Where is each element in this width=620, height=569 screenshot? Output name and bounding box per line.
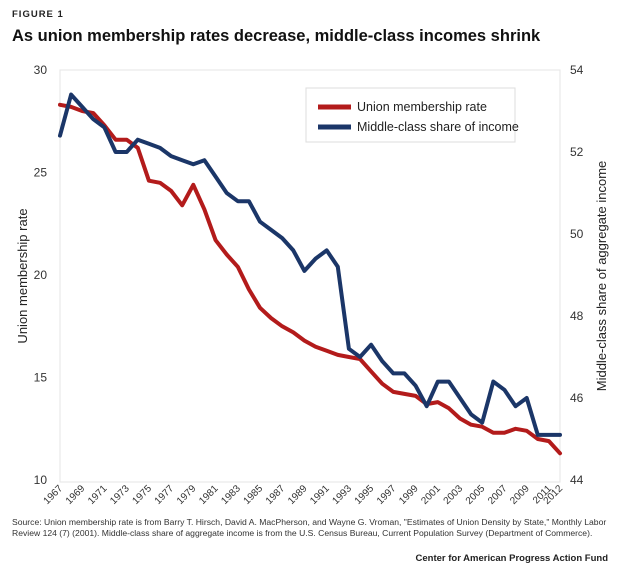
y-tick-right: 48 xyxy=(570,309,584,323)
y-tick-left: 25 xyxy=(34,166,48,180)
x-tick-label: 1977 xyxy=(153,483,177,507)
x-axis: 1967196919711973197519771979198119831985… xyxy=(42,483,566,507)
left-axis: 10 15 20 25 30 xyxy=(34,63,48,487)
x-tick-label: 2003 xyxy=(442,483,466,507)
legend: Union membership rate Middle-class share… xyxy=(305,87,519,143)
x-tick-label: 2001 xyxy=(419,483,443,507)
middle-class-share-line xyxy=(58,92,562,437)
x-tick-label: 1995 xyxy=(353,483,377,507)
y-axis-label-left: Union membership rate xyxy=(15,208,30,343)
chart-title: As union membership rates decrease, midd… xyxy=(12,27,541,45)
x-tick-label: 1997 xyxy=(375,483,399,507)
x-tick-label: 1973 xyxy=(108,483,132,507)
x-tick-label: 1993 xyxy=(330,483,354,507)
y-tick-right: 46 xyxy=(570,391,584,405)
x-tick-label: 1987 xyxy=(264,483,288,507)
legend-union-label: Union membership rate xyxy=(357,100,487,114)
x-tick-label: 1985 xyxy=(242,483,266,507)
y-tick-left: 10 xyxy=(34,473,48,487)
y-tick-left: 20 xyxy=(34,268,48,282)
series-layer xyxy=(58,92,562,456)
y-tick-right: 52 xyxy=(570,145,584,159)
source-note: Source: Union membership rate is from Ba… xyxy=(12,517,607,538)
y-tick-left: 15 xyxy=(34,371,48,385)
x-tick-label: 1969 xyxy=(64,483,88,507)
x-tick-label: 1975 xyxy=(130,483,154,507)
y-tick-right: 44 xyxy=(570,473,584,487)
legend-box xyxy=(305,87,516,143)
right-axis: 44 46 48 50 52 54 xyxy=(570,63,584,487)
credit-line: Center for American Progress Action Fund xyxy=(415,553,609,564)
x-tick-label: 1989 xyxy=(286,483,310,507)
figure-label: FIGURE 1 xyxy=(12,9,64,20)
y-axis-label-right: Middle-class share of aggregate income xyxy=(594,161,609,392)
x-tick-label: 2007 xyxy=(486,483,510,507)
x-tick-label: 2005 xyxy=(464,483,488,507)
x-tick-label: 2009 xyxy=(508,483,532,507)
y-tick-right: 50 xyxy=(570,227,584,241)
x-tick-label: 1971 xyxy=(86,483,110,507)
y-tick-left: 30 xyxy=(34,63,48,77)
legend-middle-class-label: Middle-class share of income xyxy=(357,120,519,134)
x-tick-label: 1999 xyxy=(397,483,421,507)
x-tick-label: 1979 xyxy=(175,483,199,507)
x-tick-label: 1983 xyxy=(219,483,243,507)
y-tick-right: 54 xyxy=(570,63,584,77)
union-membership-line xyxy=(58,102,562,456)
line-chart: 10 15 20 25 30 44 46 48 50 52 54 1967196919711973… xyxy=(15,63,609,507)
x-tick-label: 1991 xyxy=(308,483,332,507)
x-tick-label: 1981 xyxy=(197,483,221,507)
